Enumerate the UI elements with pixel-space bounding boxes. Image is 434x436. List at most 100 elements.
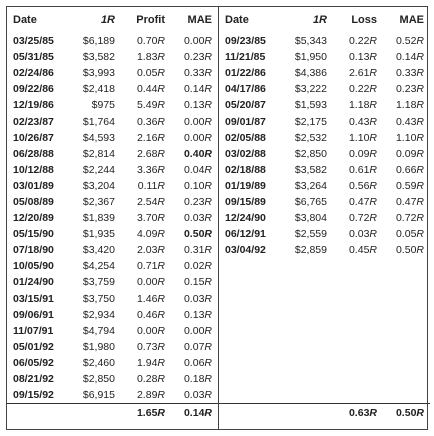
table-row: 01/24/90 $3,759 0.00R 0.15R <box>7 274 218 290</box>
cell-profit: 0.36R <box>136 115 165 128</box>
header-1r: 1R <box>100 14 115 26</box>
total-1r <box>69 403 121 423</box>
cell-loss: 1.10R <box>348 131 377 144</box>
cell-date: 09/06/91 <box>13 308 54 321</box>
cell-1r: $2,850 <box>82 373 115 386</box>
cell-profit: 0.00R <box>136 276 165 289</box>
cell-date: 01/24/90 <box>13 276 54 289</box>
cell-1r: $2,532 <box>294 131 327 144</box>
cell-loss: 1.18R <box>348 99 377 112</box>
table-row: 12/19/86 $975 5.49R 0.13R <box>7 97 218 113</box>
cell-profit: 2.68R <box>136 147 165 160</box>
cell-date: 09/01/87 <box>225 115 266 128</box>
empty-row <box>219 371 430 387</box>
empty-row <box>219 323 430 339</box>
cell-loss: 0.43R <box>348 115 377 128</box>
header-loss: Loss <box>351 14 377 26</box>
cell-mae: 0.18R <box>183 373 212 386</box>
cell-mae: 0.33R <box>183 67 212 80</box>
cell-profit: 0.00R <box>136 324 165 337</box>
cell-mae: 0.10R <box>183 179 212 192</box>
cell-date: 11/07/91 <box>13 324 54 337</box>
cell-mae: 0.00R <box>183 115 212 128</box>
table-row: 10/05/90 $4,254 0.71R 0.02R <box>7 258 218 274</box>
cell-profit: 2.89R <box>136 389 165 402</box>
cell-date: 04/17/86 <box>225 83 266 96</box>
cell-mae: 0.04R <box>183 163 212 176</box>
table-row: 02/18/88 $3,582 0.61R 0.66R <box>219 162 430 178</box>
cell-profit: 0.71R <box>136 260 165 273</box>
cell-date: 03/15/91 <box>13 292 54 305</box>
header-date: Date <box>225 14 249 26</box>
cell-loss: 0.09R <box>348 147 377 160</box>
header-1r: 1R <box>312 14 327 26</box>
cell-date: 11/21/85 <box>225 51 266 64</box>
table-row: 07/18/90 $3,420 2.03R 0.31R <box>7 242 218 258</box>
cell-loss: 0.47R <box>348 195 377 208</box>
results-table-frame: Date 1R Profit MAE 03/25/85 $6,189 0.70R 0.… <box>6 6 430 430</box>
totals-row: 1.65R 0.14R <box>7 403 218 423</box>
totals-row: 0.63R 0.50R <box>219 403 430 423</box>
cell-mae: 0.03R <box>183 292 212 305</box>
total-profit: 1.65R <box>121 403 171 423</box>
cell-1r: $3,222 <box>294 83 327 96</box>
cell-1r: $3,420 <box>82 244 115 257</box>
loss-rows: 09/23/85 $5,343 0.22R 0.52R 11/21/85 $1,950 0.… <box>219 33 430 423</box>
table-row: 02/05/88 $2,532 1.10R 1.10R <box>219 130 430 146</box>
cell-profit: 0.05R <box>136 67 165 80</box>
cell-profit: 0.44R <box>136 83 165 96</box>
empty-row <box>219 274 430 290</box>
cell-1r: $2,934 <box>82 308 115 321</box>
total-date <box>219 403 281 423</box>
cell-date: 03/01/89 <box>13 179 54 192</box>
cell-date: 06/12/91 <box>225 228 266 241</box>
table-row: 05/15/90 $1,935 4.09R 0.50R <box>7 226 218 242</box>
cell-mae: 1.10R <box>395 131 424 144</box>
table-row: 09/15/89 $6,765 0.47R 0.47R <box>219 194 430 210</box>
cell-profit: 0.46R <box>136 308 165 321</box>
cell-mae: 0.31R <box>183 244 212 257</box>
cell-profit: 5.49R <box>136 99 165 112</box>
table-row: 03/15/91 $3,750 1.46R 0.03R <box>7 291 218 307</box>
empty-row <box>219 339 430 355</box>
cell-date: 03/02/88 <box>225 147 266 160</box>
table-row: 06/28/88 $2,814 2.68R 0.40R <box>7 146 218 162</box>
cell-1r: $2,859 <box>294 244 327 257</box>
loss-panel: Date 1R Loss MAE 09/23/85 $5,343 0.22R 0.52… <box>219 7 430 429</box>
cell-1r: $4,254 <box>82 260 115 273</box>
cell-date: 12/20/89 <box>13 212 54 225</box>
empty-row <box>219 291 430 307</box>
header-date: Date <box>13 14 37 26</box>
cell-date: 03/04/92 <box>225 244 266 257</box>
cell-mae: 0.33R <box>395 67 424 80</box>
cell-date: 09/15/89 <box>225 195 266 208</box>
cell-date: 12/19/86 <box>13 99 54 112</box>
profit-table: Date 1R Profit MAE 03/25/85 $6,189 0.70R 0.… <box>7 7 218 423</box>
cell-1r: $3,582 <box>82 51 115 64</box>
cell-mae: 0.09R <box>395 147 424 160</box>
cell-profit: 2.54R <box>136 195 165 208</box>
cell-mae: 0.59R <box>395 179 424 192</box>
cell-mae: 0.00R <box>183 324 212 337</box>
cell-1r: $2,850 <box>294 147 327 160</box>
cell-profit: 1.83R <box>136 51 165 64</box>
cell-date: 09/22/86 <box>13 83 54 96</box>
table-row: 04/17/86 $3,222 0.22R 0.23R <box>219 81 430 97</box>
table-row: 03/25/85 $6,189 0.70R 0.00R <box>7 33 218 49</box>
cell-date: 08/21/92 <box>13 373 54 386</box>
cell-loss: 0.03R <box>348 228 377 241</box>
table-row: 09/01/87 $2,175 0.43R 0.43R <box>219 113 430 129</box>
cell-1r: $2,367 <box>82 195 115 208</box>
cell-profit: 0.28R <box>136 373 165 386</box>
cell-loss: 0.22R <box>348 83 377 96</box>
cell-mae: 0.14R <box>183 83 212 96</box>
cell-mae: 1.18R <box>395 99 424 112</box>
cell-loss: 0.13R <box>348 51 377 64</box>
cell-mae: 0.23R <box>183 51 212 64</box>
loss-table: Date 1R Loss MAE 09/23/85 $5,343 0.22R 0.52… <box>219 7 430 423</box>
cell-date: 10/12/88 <box>13 163 54 176</box>
cell-date: 05/08/89 <box>13 195 54 208</box>
profit-panel: Date 1R Profit MAE 03/25/85 $6,189 0.70R 0.… <box>7 7 218 429</box>
cell-1r: $4,593 <box>82 131 115 144</box>
cell-1r: $3,759 <box>82 276 115 289</box>
